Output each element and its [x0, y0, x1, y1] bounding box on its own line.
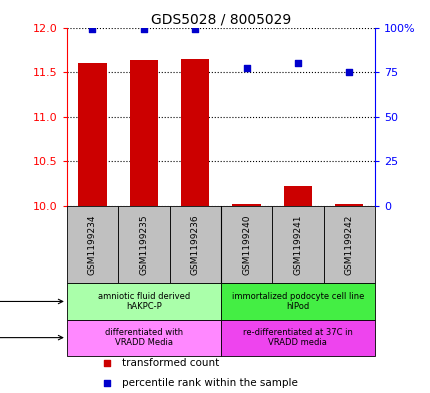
Bar: [129, 61, 158, 206]
Text: percentile rank within the sample: percentile rank within the sample: [122, 378, 298, 388]
Text: growth protocol: growth protocol: [0, 332, 63, 343]
Text: re-differentiated at 37C in
VRADD media: re-differentiated at 37C in VRADD media: [243, 328, 352, 347]
Bar: [78, 63, 106, 206]
Bar: [283, 186, 311, 206]
Text: transformed count: transformed count: [122, 358, 219, 368]
Bar: [67, 320, 221, 356]
Text: GSM1199242: GSM1199242: [344, 214, 353, 275]
Text: GSM1199235: GSM1199235: [139, 214, 148, 275]
Bar: [67, 283, 221, 320]
Text: GSM1199236: GSM1199236: [190, 214, 199, 275]
Bar: [181, 59, 209, 206]
Text: amniotic fluid derived
hAKPC-P: amniotic fluid derived hAKPC-P: [98, 292, 190, 311]
Bar: [169, 206, 220, 283]
Point: [89, 26, 96, 33]
Point: [345, 69, 352, 75]
Bar: [220, 320, 374, 356]
Text: immortalized podocyte cell line
hIPod: immortalized podocyte cell line hIPod: [231, 292, 363, 311]
Text: cell line: cell line: [0, 296, 63, 307]
Bar: [67, 206, 118, 283]
Bar: [220, 206, 272, 283]
Text: GSM1199241: GSM1199241: [293, 214, 302, 275]
Bar: [323, 206, 374, 283]
Title: GDS5028 / 8005029: GDS5028 / 8005029: [150, 12, 290, 26]
Point: [140, 26, 147, 33]
Bar: [335, 204, 362, 206]
Text: GSM1199234: GSM1199234: [88, 214, 97, 275]
Point: [294, 60, 301, 66]
Bar: [272, 206, 323, 283]
Text: GSM1199240: GSM1199240: [242, 214, 251, 275]
Bar: [232, 204, 260, 206]
Point: [191, 26, 198, 33]
Bar: [118, 206, 169, 283]
Text: differentiated with
VRADD Media: differentiated with VRADD Media: [104, 328, 182, 347]
Bar: [220, 283, 374, 320]
Point: [243, 65, 249, 72]
